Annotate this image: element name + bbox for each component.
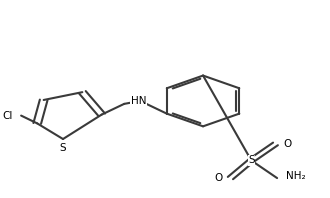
- Text: O: O: [283, 139, 292, 149]
- Text: Cl: Cl: [3, 111, 13, 121]
- Text: HN: HN: [131, 96, 147, 106]
- Text: S: S: [60, 143, 66, 153]
- Text: O: O: [214, 173, 222, 183]
- Text: NH₂: NH₂: [286, 171, 306, 181]
- Text: S: S: [248, 155, 255, 166]
